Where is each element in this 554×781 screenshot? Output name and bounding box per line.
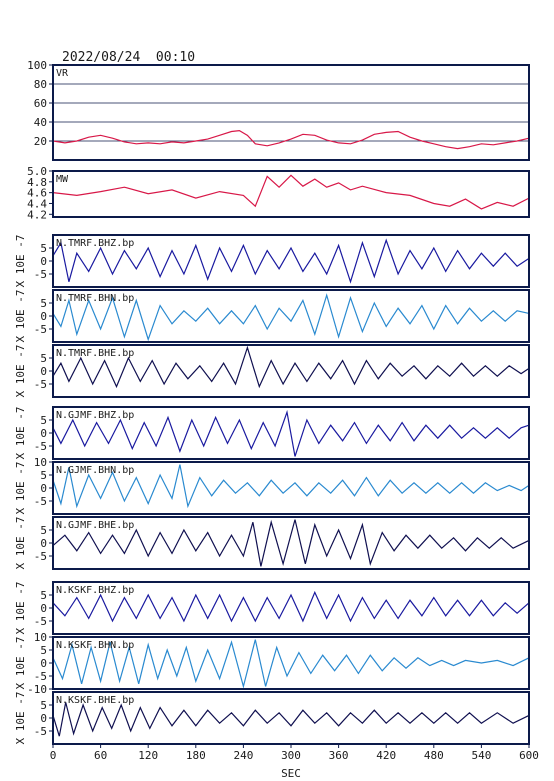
panel-frame [52,64,530,161]
y-tick-label: 5 [40,524,47,537]
scale-label: X 10E -7 [14,462,27,515]
y-tick-label: 0 [40,537,47,550]
scale-label: X 10E -7 [14,345,27,398]
y-tick-label: 5 [40,469,47,482]
series-line [52,174,530,210]
panel-label: MW [56,174,69,185]
series-line [52,464,530,509]
y-tick-label: 0 [40,657,47,670]
y-tick-label: -5 [34,495,47,508]
y-tick-label: -5 [34,670,47,683]
y-tick-label: 0 [40,482,47,495]
y-tick-label: 4.6 [27,187,47,200]
scale-label: X 10E -7 [14,582,27,635]
panel-label: N.KSKF.BHZ.bp [56,585,134,596]
y-tick-label: 5 [40,297,47,310]
y-tick-label: 80 [34,78,47,91]
scale-label: X 10E -7 [14,517,27,570]
y-tick-label: 0 [40,255,47,268]
panel-label: N.KSKF.BHE.bp [56,695,134,706]
scale-label: X 10E -7 [14,637,27,690]
panel-label: N.GJMF.BHN.bp [56,465,134,476]
y-tick-label: 5.0 [27,165,47,178]
x-tick-label: 60 [94,749,107,762]
series-line [52,238,530,284]
panel-label: VR [56,68,69,79]
panel-label: N.KSKF.BHN.bp [56,640,134,651]
y-tick-label: 0 [40,365,47,378]
y-tick-label: 0 [40,602,47,615]
panel-label: N.GJMF.BHE.bp [56,520,134,531]
panel-label: N.TMRF.BHN.bp [56,293,134,304]
y-tick-label: 4.8 [27,176,47,189]
y-tick-label: 5 [40,644,47,657]
x-tick-label: 240 [233,749,253,762]
y-tick-label: 5 [40,699,47,712]
scale-label: X 10E -7 [14,290,27,343]
x-tick-label: 480 [424,749,444,762]
y-tick-label: 0 [40,712,47,725]
x-tick-label: 300 [281,749,301,762]
y-tick-label: -5 [34,725,47,738]
series-line [52,409,530,457]
series-line [52,129,530,150]
y-tick-label: 5 [40,242,47,255]
y-tick-label: -5 [34,440,47,453]
y-tick-label: 100 [27,59,47,72]
series-line [52,702,530,737]
y-tick-label: 5 [40,589,47,602]
panel-label: N.TMRF.BHE.bp [56,348,134,359]
header-datetime: 2022/08/24 00:10 [62,50,196,65]
y-tick-label: 0 [40,310,47,323]
series-line [52,293,530,342]
y-tick-label: 5 [40,414,47,427]
y-tick-label: -10 [27,683,47,696]
y-tick-label: -5 [34,615,47,628]
y-tick-label: -5 [34,323,47,336]
scale-label: X 10E -7 [14,692,27,745]
y-tick-label: -5 [34,268,47,281]
x-tick-label: 120 [138,749,158,762]
series-line [52,345,530,389]
x-tick-label: 420 [376,749,396,762]
x-tick-label: 0 [50,749,57,762]
y-tick-label: 20 [34,135,47,148]
x-tick-label: 360 [329,749,349,762]
y-tick-label: 60 [34,97,47,110]
panel-label: N.GJMF.BHZ.bp [56,410,134,421]
series-line [52,590,530,623]
panel-frame [52,170,530,218]
y-tick-label: 4.4 [27,197,47,210]
y-tick-label: 5 [40,352,47,365]
y-tick-label: -5 [34,550,47,563]
y-tick-label: 10 [34,631,47,644]
x-tick-label: 180 [186,749,206,762]
panel-label: N.TMRF.BHZ.bp [56,238,134,249]
x-axis-label: SEC [281,767,301,780]
y-tick-label: 40 [34,116,47,129]
scale-label: X 10E -7 [14,407,27,460]
x-tick-label: 540 [471,749,491,762]
x-tick-label: 600 [519,749,539,762]
series-line [52,639,530,689]
y-tick-label: 0 [40,427,47,440]
series-line [52,519,530,567]
y-tick-label: 4.2 [27,208,47,221]
y-tick-label: -5 [34,378,47,391]
y-tick-label: 10 [34,456,47,469]
scale-label: X 10E -7 [14,235,27,288]
